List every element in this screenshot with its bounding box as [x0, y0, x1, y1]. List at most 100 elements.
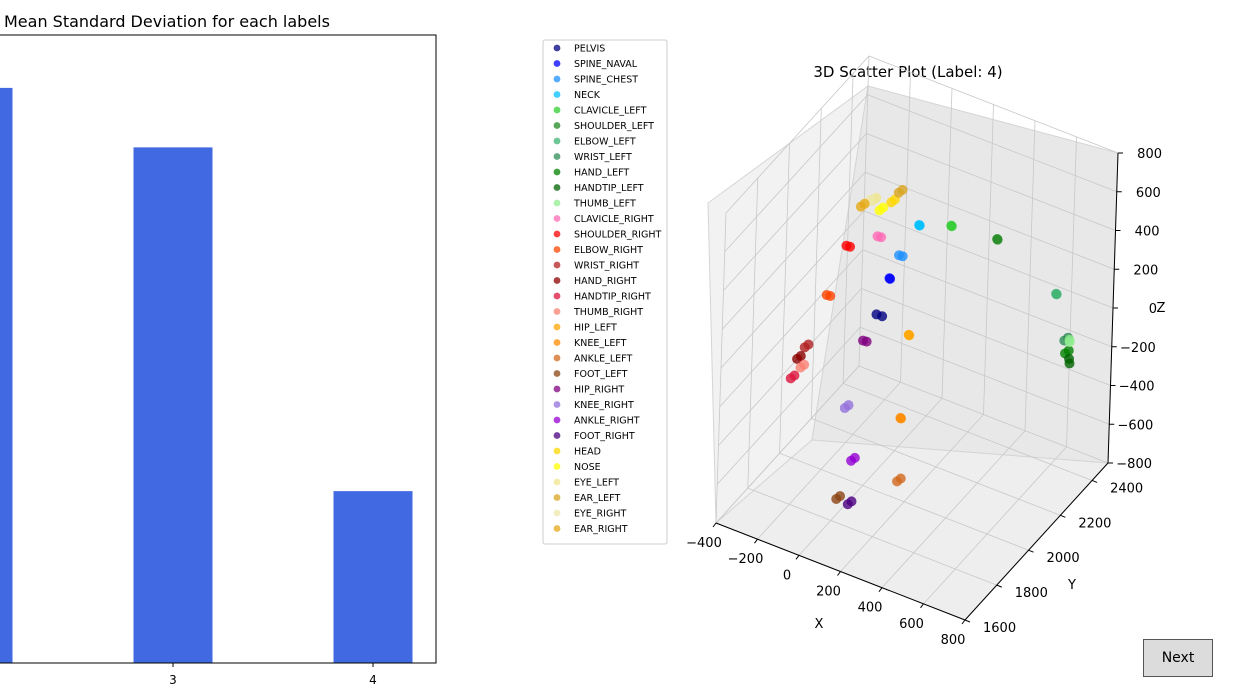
- bar-4: [333, 491, 413, 663]
- x-tick-mark: [920, 603, 924, 609]
- point-spine-naval: [885, 273, 896, 284]
- legend-label: FOOT_LEFT: [574, 369, 628, 380]
- legend-marker: [553, 401, 561, 408]
- legend-marker: [553, 137, 561, 145]
- legend-marker: [553, 60, 561, 67]
- scatter-title: 3D Scatter Plot (Label: 4): [813, 63, 1002, 81]
- legend-label: EAR_LEFT: [574, 493, 620, 504]
- z-axis-label: Z: [1157, 301, 1166, 316]
- next-button[interactable]: Next: [1143, 639, 1213, 677]
- bar-2: [0, 87, 13, 663]
- legend-label: SPINE_CHEST: [574, 75, 638, 86]
- z-tick-label: 0: [1149, 302, 1157, 317]
- z-tick-label: −600: [1118, 418, 1154, 433]
- point-ear-right: [859, 198, 870, 209]
- point-ankle-left: [895, 473, 906, 484]
- legend-marker: [553, 323, 561, 331]
- point-knee-right: [843, 400, 854, 411]
- point-ankle-right: [849, 452, 860, 463]
- z-tick-label: −200: [1120, 341, 1156, 356]
- legend-marker: [553, 246, 561, 253]
- x-tick-mark: [878, 587, 883, 592]
- legend-frame: [542, 39, 668, 545]
- legend-label: EYE_LEFT: [574, 478, 619, 489]
- legend-label: CLAVICLE_RIGHT: [574, 214, 654, 225]
- x-tick-mark: [795, 555, 800, 560]
- x-tick-mark: [754, 538, 758, 544]
- legend-marker: [553, 75, 561, 83]
- legend-marker: [553, 432, 561, 439]
- y-axis-line: [964, 462, 1109, 621]
- point-hand-right: [795, 351, 806, 362]
- x-tick-label: 400: [858, 601, 883, 616]
- z-gridline: [720, 210, 1114, 369]
- legend-label: THUMB_RIGHT: [573, 307, 643, 318]
- point-handtip-left: [1064, 358, 1075, 369]
- point-handtip-right: [789, 370, 800, 381]
- bar-3: [133, 147, 213, 663]
- legend-label: WRIST_RIGHT: [574, 261, 639, 272]
- legend-label: HIP_RIGHT: [574, 385, 624, 396]
- point-hip-right: [861, 336, 872, 347]
- z-gridline: [725, 55, 1119, 214]
- legend-marker: [553, 494, 561, 501]
- z-gridline: [718, 288, 1111, 446]
- z-gridline: [721, 171, 1115, 330]
- legend-marker: [553, 509, 561, 517]
- point-wrist-right: [803, 339, 814, 350]
- z-gridline: [719, 249, 1112, 408]
- z-tick-label: 400: [1135, 225, 1160, 240]
- z-tick-label: 800: [1137, 147, 1162, 162]
- x-tick-mark: [837, 571, 841, 576]
- point-foot-left: [835, 491, 846, 502]
- point-shoulder-right: [845, 241, 856, 252]
- point-thumb-left: [1064, 337, 1075, 348]
- scatter-legend: PELVIS SPINE_NAVAL SPINE_CHEST NECK CLAVICLE…: [542, 39, 668, 545]
- legend-label: NOSE: [574, 462, 601, 473]
- y-tick-label: 1800: [1015, 586, 1048, 601]
- legend-marker: [553, 215, 561, 222]
- legend-marker: [553, 199, 561, 207]
- legend-marker: [553, 447, 561, 455]
- point-hip-left: [904, 330, 915, 341]
- legend-marker: [553, 168, 561, 176]
- x-tick-label: −200: [728, 552, 764, 567]
- legend-marker: [553, 106, 561, 114]
- y-tick-mark: [996, 584, 1002, 588]
- scatter-3d-chart: 3D Scatter Plot (Label: 4) −400 −200 0 200 4…: [686, 55, 1166, 648]
- point-knee-left: [896, 413, 907, 424]
- legend-label: PELVIS: [574, 44, 605, 55]
- legend-marker: [553, 463, 561, 470]
- y-tick-label: 2200: [1078, 516, 1111, 531]
- legend-label: CLAVICLE_LEFT: [574, 106, 647, 117]
- y-tick-mark: [964, 619, 971, 623]
- legend-label: NECK: [574, 90, 601, 101]
- point-elbow-right: [825, 291, 836, 302]
- y-tick-mark: [1060, 514, 1066, 518]
- legend-marker: [553, 370, 561, 377]
- legend-label: THUMB_LEFT: [573, 199, 636, 210]
- legend-label: ELBOW_RIGHT: [574, 245, 643, 256]
- legend-label: HAND_LEFT: [574, 168, 629, 179]
- z-tick-label: 600: [1136, 186, 1161, 201]
- y-tick-mark: [1091, 479, 1098, 483]
- x-tick-label: 0: [783, 568, 791, 583]
- legend-marker: [553, 91, 561, 98]
- legend-label: HANDTIP_RIGHT: [574, 292, 651, 303]
- legend-marker: [553, 153, 561, 160]
- z-gridline: [723, 133, 1116, 291]
- legend-label: SPINE_NAVAL: [574, 59, 638, 70]
- legend-marker: [553, 230, 561, 238]
- y-tick-label: 2000: [1047, 551, 1080, 566]
- point-clavicle-right: [876, 232, 887, 243]
- bar-chart-title: Mean Standard Deviation for each labels: [4, 12, 330, 31]
- z-tick-label: −400: [1119, 380, 1155, 395]
- legend-marker: [553, 277, 561, 284]
- bar-tick-label: 4: [369, 673, 377, 687]
- legend-marker: [553, 385, 561, 393]
- legend-label: SHOULDER_LEFT: [574, 121, 654, 132]
- y-axis-label: Y: [1067, 578, 1076, 593]
- legend-label: EAR_RIGHT: [574, 524, 628, 535]
- z-gridline: [724, 94, 1117, 253]
